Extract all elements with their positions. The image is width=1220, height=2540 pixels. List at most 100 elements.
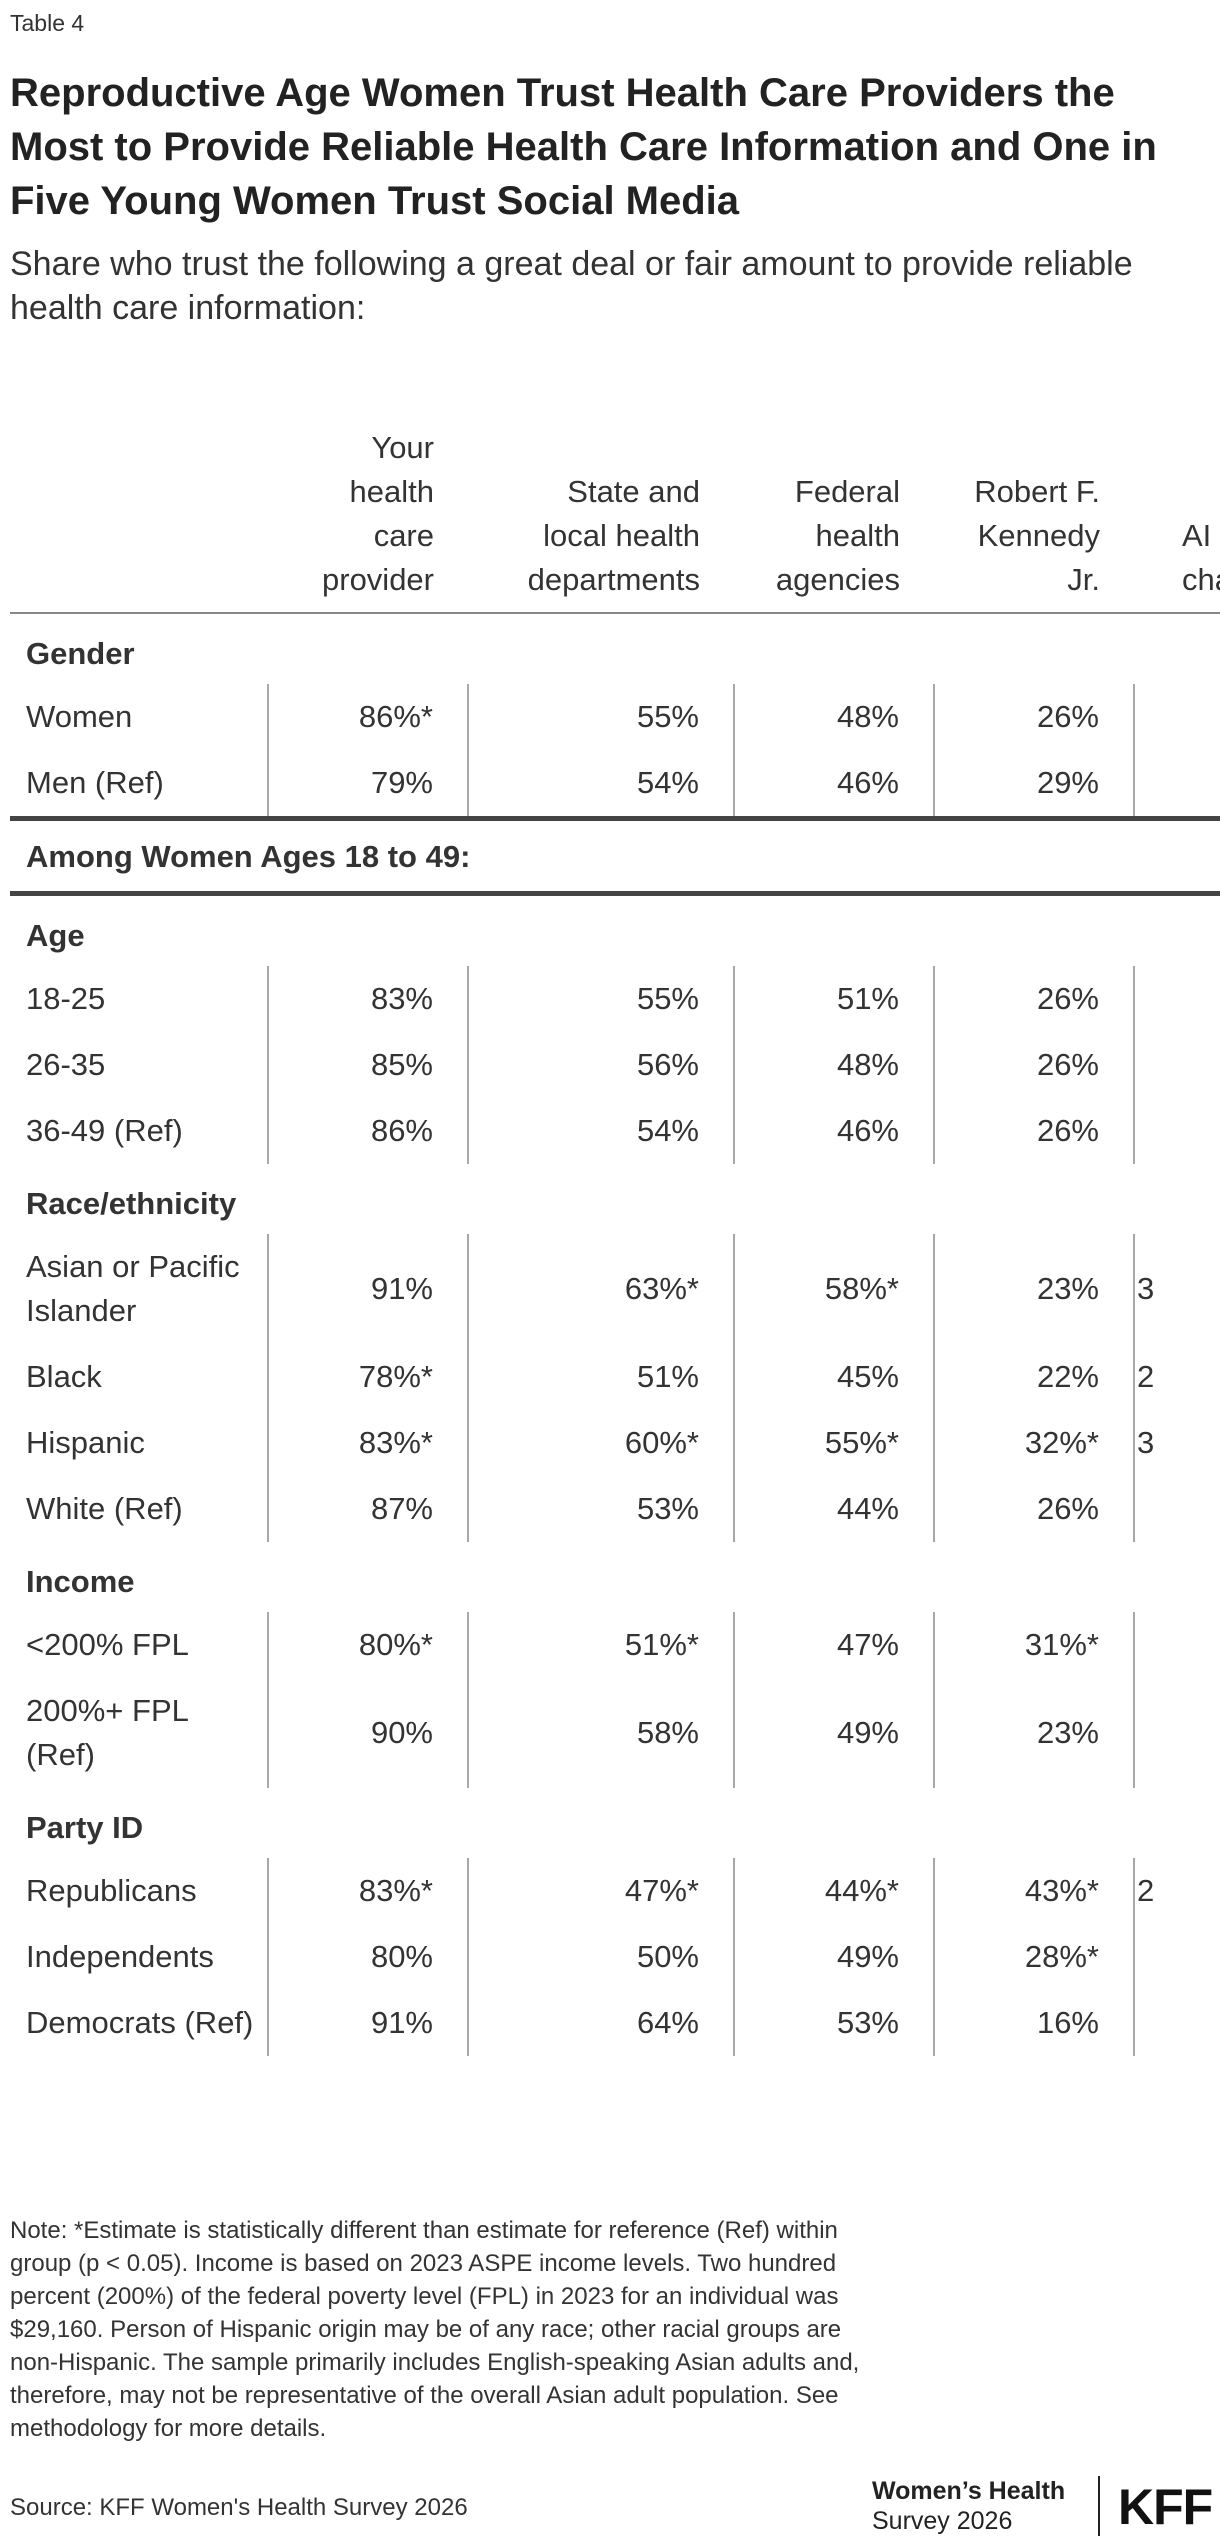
group-header-row: Age: [10, 894, 1220, 967]
group-header-row: Party ID: [10, 1788, 1220, 1858]
section-label: Among Women Ages 18 to 49:: [10, 816, 1220, 896]
group-header-row: Race/ethnicity: [10, 1164, 1220, 1234]
source-line: Source: KFF Women's Health Survey 2026: [10, 2494, 468, 2521]
row-label: 36-49 (Ref): [26, 1113, 183, 1148]
table-cell: 43%*: [933, 1858, 1134, 1924]
table-cell: [1133, 1990, 1220, 2056]
row-label: Independents: [26, 1939, 214, 1974]
table-cell: 44%: [733, 1476, 934, 1542]
table-cell: 58%: [467, 1678, 734, 1788]
table-cell: 78%*: [267, 1344, 468, 1410]
table-cell: 86%: [267, 1098, 468, 1164]
table-cell: 83%*: [267, 1858, 468, 1924]
page-subtitle: Share who trust the following a great de…: [10, 245, 1133, 327]
table-row: Independents 80% 50% 49% 28%*: [10, 1924, 1220, 1990]
table-cell: 28%*: [933, 1924, 1134, 1990]
table-cell: [1133, 966, 1220, 1032]
table-cell: 53%: [733, 1990, 934, 2056]
table-cell: [1133, 1032, 1220, 1098]
table-cell: 51%: [733, 966, 934, 1032]
table-cell: 63%*: [467, 1234, 734, 1344]
survey-brand: Women’s Health Survey 2026: [872, 2476, 1092, 2536]
group-header-row: Income: [10, 1542, 1220, 1612]
column-header: Federal health agencies: [734, 420, 934, 614]
table-row: 36-49 (Ref) 86% 54% 46% 26%: [10, 1098, 1220, 1164]
table-cell: 26%: [933, 1476, 1134, 1542]
table-cell: 23%: [933, 1234, 1134, 1344]
row-label: Democrats (Ref): [26, 2005, 254, 2040]
row-label: Men (Ref): [26, 765, 164, 800]
group-label: Gender: [26, 636, 135, 671]
table-cell: 51%*: [467, 1612, 734, 1678]
table-container[interactable]: Your health care provider State and loca…: [10, 420, 1220, 2056]
column-header: AI cha: [1134, 420, 1220, 614]
table-cell: 55%: [467, 684, 734, 750]
table-cell: [1133, 1678, 1220, 1788]
table-cell: 29%: [933, 750, 1134, 819]
row-label: 200%+ FPL (Ref): [26, 1693, 188, 1772]
table-cell: 56%: [467, 1032, 734, 1098]
table-cell: 85%: [267, 1032, 468, 1098]
table-cell: [1133, 1476, 1220, 1542]
row-label: 18-25: [26, 981, 106, 1016]
row-label: White (Ref): [26, 1491, 183, 1526]
table-cell: 26%: [933, 1098, 1134, 1164]
table-row: Asian or Pacific Islander 91% 63%* 58%* …: [10, 1234, 1220, 1344]
table-cell: 3: [1133, 1410, 1220, 1476]
table-cell: 23%: [933, 1678, 1134, 1788]
table-cell: 47%: [733, 1612, 934, 1678]
group-label: Race/ethnicity: [26, 1186, 237, 1221]
table-cell: 79%: [267, 750, 468, 819]
table-cell: 22%: [933, 1344, 1134, 1410]
column-header: Your health care provider: [268, 420, 468, 614]
table-cell: 31%*: [933, 1612, 1134, 1678]
kff-logo: KFF: [1118, 2479, 1213, 2535]
column-header: Robert F. Kennedy Jr.: [934, 420, 1134, 614]
table-cell: 54%: [467, 750, 734, 819]
group-label: Income: [26, 1564, 135, 1599]
table-row: White (Ref) 87% 53% 44% 26%: [10, 1476, 1220, 1542]
table-cell: 2: [1133, 1858, 1220, 1924]
table-row: 18-25 83% 55% 51% 26%: [10, 966, 1220, 1032]
trust-table: Your health care provider State and loca…: [10, 420, 1220, 2056]
group-header-row: Gender: [10, 613, 1220, 684]
table-cell: 86%*: [267, 684, 468, 750]
survey-brand-line1: Women’s Health: [872, 2477, 1066, 2505]
table-cell: 46%: [733, 750, 934, 819]
table-number: Table 4: [10, 10, 85, 36]
table-cell: 46%: [733, 1098, 934, 1164]
table-cell: 83%*: [267, 1410, 468, 1476]
table-cell: 48%: [733, 684, 934, 750]
row-label: Hispanic: [26, 1425, 145, 1460]
table-cell: 91%: [267, 1234, 468, 1344]
table-row: Hispanic 83%* 60%* 55%* 32%* 3: [10, 1410, 1220, 1476]
table-cell: [1133, 750, 1220, 819]
table-cell: 2: [1133, 1344, 1220, 1410]
column-header: State and local health departments: [468, 420, 734, 614]
row-label: 26-35: [26, 1047, 106, 1082]
table-cell: 83%: [267, 966, 468, 1032]
table-cell: 26%: [933, 1032, 1134, 1098]
footnote: Note: *Estimate is statistically differe…: [10, 2217, 860, 2442]
table-cell: 80%: [267, 1924, 468, 1990]
group-label: Party ID: [26, 1810, 144, 1845]
row-label: Republicans: [26, 1873, 197, 1908]
table-cell: [1133, 684, 1220, 750]
table-row: 200%+ FPL (Ref) 90% 58% 49% 23%: [10, 1678, 1220, 1788]
table-cell: 64%: [467, 1990, 734, 2056]
table-cell: 55%: [467, 966, 734, 1032]
table-cell: 44%*: [733, 1858, 934, 1924]
table-cell: 51%: [467, 1344, 734, 1410]
row-label: Asian or Pacific Islander: [26, 1249, 240, 1328]
table-cell: 26%: [933, 966, 1134, 1032]
header-row: Your health care provider State and loca…: [10, 420, 1220, 614]
table-row: Democrats (Ref) 91% 64% 53% 16%: [10, 1990, 1220, 2056]
row-label: <200% FPL: [26, 1627, 189, 1662]
table-row: <200% FPL 80%* 51%* 47% 31%*: [10, 1612, 1220, 1678]
table-cell: 90%: [267, 1678, 468, 1788]
row-label: Women: [26, 699, 133, 734]
brand-divider: [1098, 2476, 1100, 2536]
survey-brand-line2: Survey 2026: [872, 2507, 1013, 2535]
table-cell: 58%*: [733, 1234, 934, 1344]
